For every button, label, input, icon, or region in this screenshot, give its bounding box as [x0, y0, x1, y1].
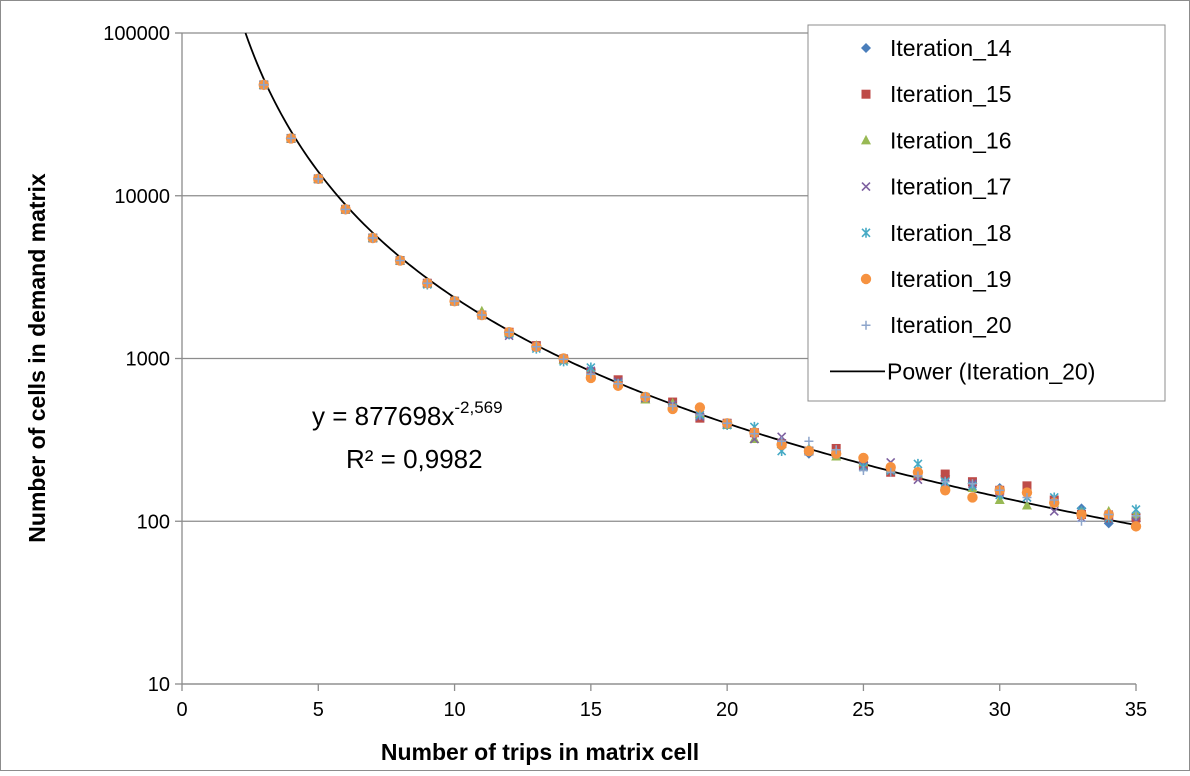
data-point-iteration-20	[1131, 511, 1141, 521]
data-point-iteration-15	[1022, 481, 1032, 491]
trendline-layer	[244, 32, 1137, 526]
legend-label: Iteration_14	[890, 35, 1012, 61]
x-axis-title: Number of trips in matrix cell	[381, 739, 699, 765]
y-axis-title: Number of cells in demand matrix	[24, 173, 50, 543]
data-point-iteration-20	[967, 479, 977, 489]
legend-marker	[860, 273, 872, 285]
data-point-iteration-17	[1049, 506, 1059, 516]
data-point-iteration-20	[777, 436, 787, 446]
data-point-iteration-19	[1130, 521, 1142, 532]
data-point-iteration-20	[450, 296, 460, 306]
legend-box	[807, 24, 1166, 402]
axes: 10 100 1000 10000 100000 0 5 10 15 20 25 30 35	[103, 23, 1147, 721]
data-point-iteration-20	[640, 392, 650, 402]
data-point-iteration-20	[804, 436, 814, 446]
data-point-iteration-20	[368, 233, 378, 243]
equation-text: y = 877698x-2,569	[312, 398, 503, 431]
data-point-iteration-19	[694, 402, 706, 413]
data-point-iteration-20	[995, 485, 1005, 495]
x-tick-label: 35	[1125, 699, 1147, 721]
legend-item: Iteration_20	[861, 312, 1011, 338]
data-point-iteration-20	[1104, 510, 1114, 520]
data-point-iteration-20	[1049, 495, 1059, 505]
x-tick-label: 20	[716, 699, 738, 721]
legend-label: Power (Iteration_20)	[887, 358, 1095, 384]
data-point-iteration-20	[913, 471, 923, 481]
data-point-iteration-20	[341, 204, 351, 214]
r-squared-text: R² = 0,9982	[346, 444, 483, 474]
legend-marker	[861, 182, 871, 192]
y-tick-label: 100	[137, 511, 170, 533]
data-point-iteration-20	[886, 467, 896, 477]
power-trendline	[244, 32, 1137, 526]
legend-label: Iteration_20	[890, 312, 1011, 338]
data-point-iteration-20	[749, 429, 759, 439]
legend-item: Iteration_18	[861, 220, 1011, 246]
data-point-iteration-20	[559, 354, 569, 364]
y-tick-label: 100000	[103, 23, 170, 45]
y-tick-label: 10	[148, 674, 170, 696]
legend-label: Iteration_19	[890, 266, 1011, 292]
data-point-iteration-15	[940, 469, 950, 479]
data-point-iteration-20	[395, 256, 405, 266]
data-point-iteration-20	[831, 445, 841, 455]
legend-label: Iteration_17	[890, 174, 1011, 200]
trendline-equation: y = 877698x-2,569 R² = 0,9982	[312, 398, 503, 474]
legend-marker	[861, 227, 871, 238]
x-tick-label: 5	[313, 699, 324, 721]
x-tick-label: 15	[580, 699, 602, 721]
legend: Iteration_14 Iteration_15 Iteration_16 Iter…	[807, 24, 1166, 402]
data-point-iteration-19	[1021, 487, 1033, 498]
data-point-iteration-20	[259, 80, 269, 90]
legend-label: Iteration_15	[890, 81, 1011, 107]
legend-marker	[861, 134, 871, 145]
equation-exponent: -2,569	[454, 398, 502, 417]
legend-marker	[861, 320, 871, 330]
data-point-iteration-20	[286, 133, 296, 143]
legend-marker	[861, 89, 871, 99]
data-point-iteration-16	[1021, 499, 1032, 510]
data-point-iteration-19	[858, 452, 869, 464]
legend-item: Iteration_16	[861, 127, 1011, 153]
x-tick-label: 10	[443, 699, 465, 721]
data-point-iteration-20	[722, 418, 732, 428]
data-point-iteration-20	[586, 369, 596, 379]
data-point-iteration-20	[531, 342, 541, 352]
x-tick-label: 30	[989, 699, 1011, 721]
data-points	[258, 79, 1142, 532]
data-point-iteration-19	[885, 461, 896, 473]
data-point-iteration-20	[313, 174, 323, 184]
legend-item: Iteration_17	[861, 174, 1011, 200]
legend-item: Iteration_19	[860, 266, 1011, 292]
data-point-iteration-20	[1022, 492, 1032, 502]
data-point-iteration-20	[477, 310, 487, 320]
data-point-iteration-20	[422, 278, 432, 288]
data-point-iteration-20	[695, 410, 705, 420]
legend-label: Iteration_16	[890, 127, 1011, 153]
y-tick-label: 1000	[126, 349, 171, 371]
data-point-iteration-19	[940, 485, 951, 496]
data-point-iteration-20	[613, 379, 623, 389]
legend-item: Iteration_15	[861, 81, 1011, 107]
data-point-iteration-20	[858, 466, 868, 476]
y-tick-label: 10000	[114, 186, 170, 208]
legend-label: Iteration_18	[890, 220, 1011, 246]
data-point-iteration-19	[967, 492, 978, 503]
x-tick-label: 25	[852, 699, 874, 721]
legend-item-trendline: Power (Iteration_20)	[830, 358, 1095, 384]
data-point-iteration-20	[1076, 516, 1086, 526]
x-tick-label: 0	[176, 699, 187, 721]
data-point-iteration-19	[803, 445, 815, 457]
data-point-iteration-20	[668, 401, 678, 411]
data-point-iteration-19	[1076, 509, 1087, 520]
legend-item: Iteration_14	[861, 35, 1012, 61]
data-point-iteration-20	[504, 327, 514, 337]
legend-marker	[861, 43, 871, 53]
data-point-iteration-20	[940, 477, 950, 487]
equation-prefix: y = 877698x	[312, 401, 454, 431]
